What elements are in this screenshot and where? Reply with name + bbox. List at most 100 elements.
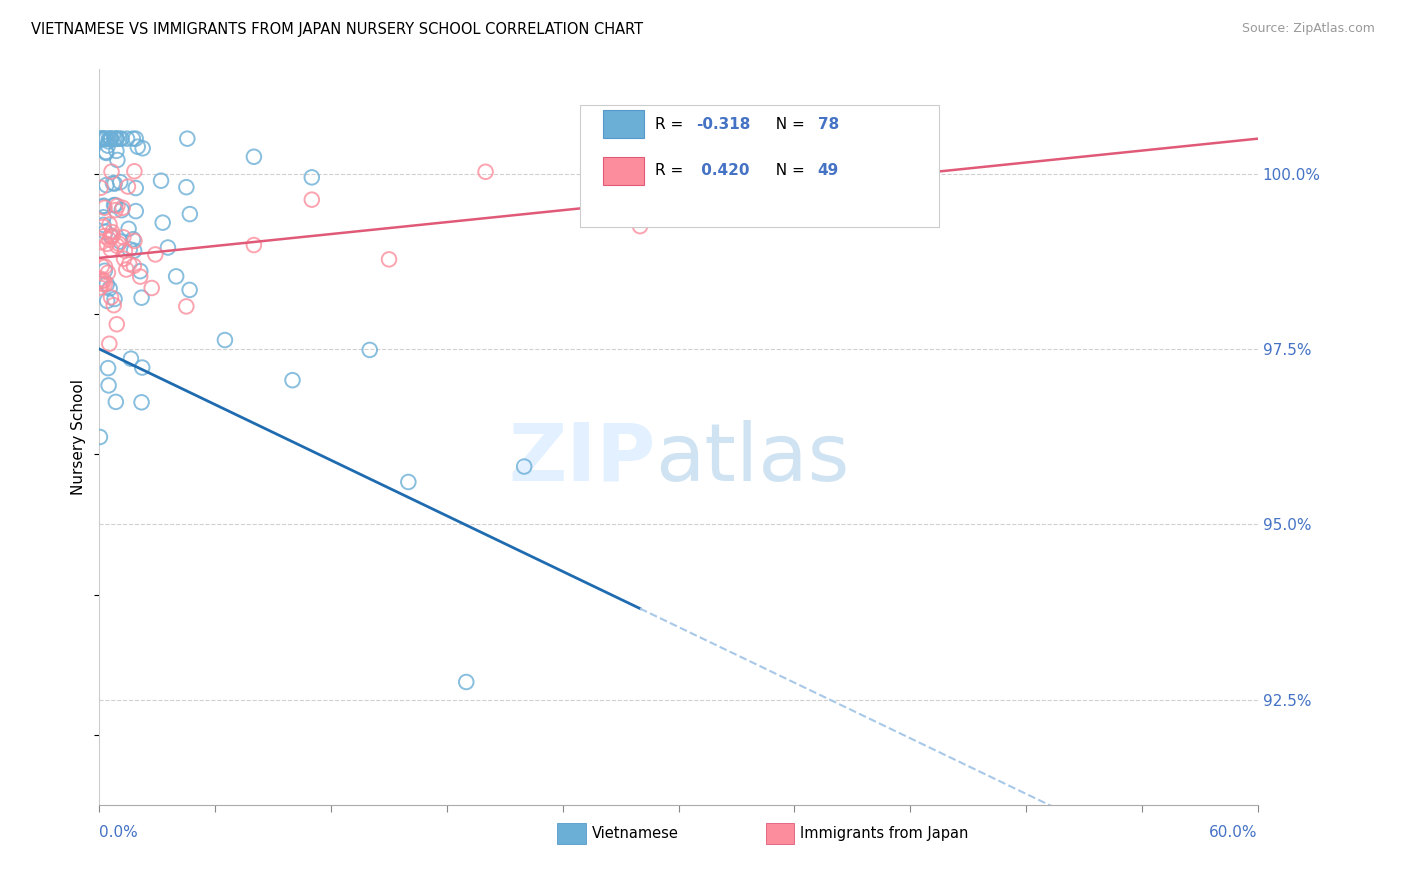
Text: Immigrants from Japan: Immigrants from Japan [800,826,969,841]
Point [125,131,148,145]
Point [98,131,121,145]
Point [103,292,125,306]
Point [124,164,146,178]
Point [513,459,536,474]
Point [94,277,117,291]
Point [96,236,118,251]
Point [143,247,166,261]
Point [100,131,122,145]
Text: VIETNAMESE VS IMMIGRANTS FROM JAPAN NURSERY SCHOOL CORRELATION CHART: VIETNAMESE VS IMMIGRANTS FROM JAPAN NURS… [31,22,643,37]
Point [104,198,127,212]
Point [93,199,115,213]
FancyBboxPatch shape [581,105,939,227]
Point [122,259,145,273]
Point [124,234,146,248]
Point [90,272,112,286]
Point [104,177,127,191]
Point [94,264,117,278]
Point [105,238,128,252]
Point [97,134,120,148]
Point [97,361,120,376]
Text: 0.420: 0.420 [696,163,749,178]
Bar [765,823,794,844]
Point [129,269,152,284]
Point [359,343,381,357]
Point [100,229,122,244]
Point [111,203,134,218]
Point [90,131,112,145]
Y-axis label: Nursery School: Nursery School [72,379,86,495]
Bar [603,111,644,138]
Point [101,228,124,243]
Point [94,145,117,159]
Point [131,291,153,305]
Point [93,218,115,232]
Point [474,165,496,179]
Point [94,260,117,274]
Point [150,174,173,188]
Point [93,131,115,145]
Point [98,281,121,295]
Point [131,360,153,375]
Point [105,131,128,145]
Point [105,144,128,158]
Point [114,244,136,258]
Point [101,176,124,190]
Text: N =: N = [765,117,808,132]
Point [105,131,128,145]
Text: -0.318: -0.318 [696,117,751,132]
Point [91,131,114,145]
Point [91,131,114,145]
Point [105,318,128,332]
Point [125,204,148,219]
Point [104,395,127,409]
Point [93,201,115,215]
Point [107,236,129,251]
Point [179,207,201,221]
Point [115,262,138,277]
Point [98,336,121,351]
Point [129,264,152,278]
Text: R =: R = [655,163,689,178]
Point [131,141,153,155]
Point [93,229,115,244]
Point [100,131,122,145]
Point [93,211,115,225]
Point [281,373,304,387]
Point [628,219,651,234]
Point [96,178,118,192]
Point [122,232,145,246]
Point [98,131,121,145]
Point [118,257,141,271]
Point [378,252,401,267]
Point [125,181,148,195]
Point [117,179,139,194]
Text: Source: ZipAtlas.com: Source: ZipAtlas.com [1241,22,1375,36]
Point [96,145,118,160]
Point [100,290,122,304]
Point [96,131,118,145]
Point [101,225,124,239]
Point [176,131,198,145]
Point [104,203,127,218]
Point [176,299,198,313]
Point [97,378,120,392]
Point [96,277,118,292]
Text: 78: 78 [818,117,839,132]
Point [89,131,111,145]
Text: N =: N = [765,163,808,178]
Point [103,198,125,212]
Point [91,131,114,145]
Point [112,230,135,244]
Point [110,175,132,189]
Point [100,229,122,244]
Point [156,240,179,254]
Point [98,218,121,232]
Point [110,131,132,145]
Point [111,201,134,215]
Point [108,131,131,145]
Point [243,150,266,164]
Point [105,199,128,213]
Point [456,675,478,690]
Point [93,273,115,287]
